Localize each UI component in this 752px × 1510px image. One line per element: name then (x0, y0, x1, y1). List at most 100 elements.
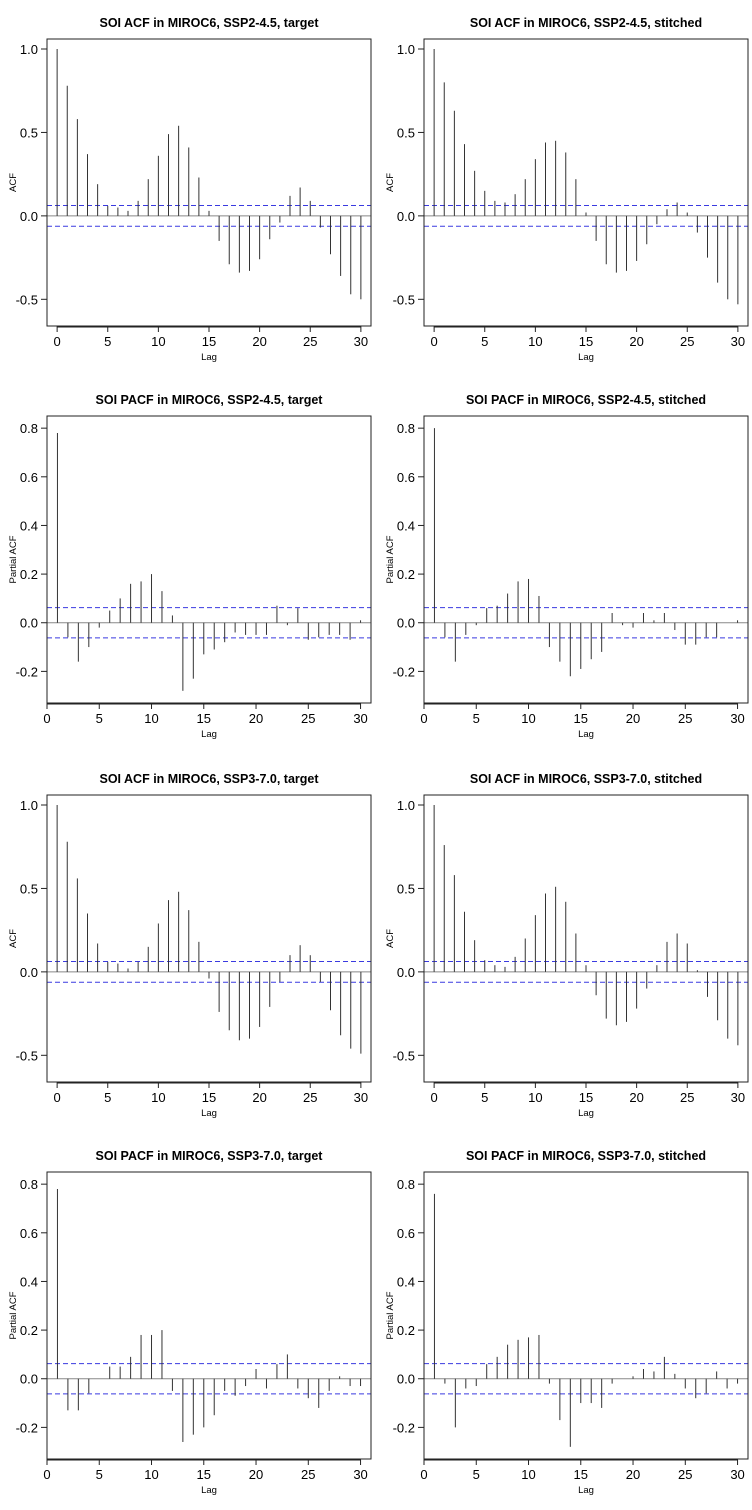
x-axis: 0 5 10 15 20 25 30 (420, 1459, 745, 1482)
plot-area (424, 49, 748, 305)
x-tick-label: 5 (481, 334, 488, 349)
y-axis-label: ACF (385, 173, 396, 192)
y-tick-label: 1.0 (20, 798, 38, 813)
y-tick-label: 0.4 (20, 518, 38, 533)
chart-panel-2: SOI ACF in MIROC6, SSP2-4.5, stitched 0 5 1… (385, 16, 749, 363)
plot-frame (46, 1171, 372, 1460)
chart-title: SOI ACF in MIROC6, SSP3-7.0, stitched (470, 772, 702, 786)
chart-title: SOI ACF in MIROC6, SSP3-7.0, target (99, 772, 319, 786)
y-tick-label: 0.0 (20, 209, 38, 224)
x-axis: 0 5 10 15 20 25 30 (431, 326, 745, 349)
y-tick-label: 0.5 (20, 881, 38, 896)
x-tick-label: 30 (353, 711, 367, 726)
chart-title: SOI ACF in MIROC6, SSP2-4.5, target (99, 16, 319, 30)
y-axis-label: Partial ACF (8, 1291, 19, 1339)
x-axis-label: Lag (578, 352, 594, 363)
x-tick-label: 30 (731, 1090, 745, 1105)
y-tick-label: -0.5 (393, 292, 415, 307)
chart-panel-7: SOI PACF in MIROC6, SSP3-7.0, target 0 5 10… (8, 1149, 372, 1496)
x-tick-label: 0 (54, 334, 61, 349)
y-tick-label: 0.0 (397, 1372, 415, 1387)
x-tick-label: 20 (629, 1090, 643, 1105)
chart-title: SOI PACF in MIROC6, SSP2-4.5, stitched (466, 393, 706, 407)
x-tick-label: 20 (249, 711, 263, 726)
chart-panel-3: SOI PACF in MIROC6, SSP2-4.5, target 0 5 10… (8, 393, 372, 740)
plot-area (424, 1193, 748, 1447)
y-axis-label: ACF (8, 929, 19, 948)
y-tick-label: -0.5 (393, 1048, 415, 1063)
x-tick-label: 10 (151, 334, 165, 349)
x-tick-label: 0 (43, 1467, 50, 1482)
y-tick-label: 0.2 (20, 567, 38, 582)
y-tick-label: 0.8 (397, 421, 415, 436)
x-tick-label: 20 (252, 1090, 266, 1105)
x-tick-label: 30 (354, 334, 368, 349)
x-axis: 0 5 10 15 20 25 30 (420, 703, 745, 726)
chart-panel-1: SOI ACF in MIROC6, SSP2-4.5, target 0 5 10 1… (8, 16, 372, 363)
x-tick-label: 0 (420, 711, 427, 726)
x-tick-label: 15 (574, 711, 588, 726)
plot-area (424, 805, 748, 1046)
plot-frame (46, 415, 372, 704)
y-axis: -0.2 0.0 0.2 0.4 0.6 0.8 (16, 421, 47, 679)
x-tick-label: 20 (252, 334, 266, 349)
x-tick-label: 5 (473, 1467, 480, 1482)
x-tick-label: 10 (528, 1090, 542, 1105)
y-tick-label: 1.0 (20, 42, 38, 57)
x-tick-label: 15 (197, 1467, 211, 1482)
y-tick-label: 0.8 (20, 421, 38, 436)
y-tick-label: 0.8 (20, 1177, 38, 1192)
plot-area (47, 433, 371, 691)
chart-title: SOI ACF in MIROC6, SSP2-4.5, stitched (470, 16, 702, 30)
y-axis: -0.2 0.0 0.2 0.4 0.6 0.8 (393, 1177, 424, 1435)
y-axis-label: ACF (8, 173, 19, 192)
x-tick-label: 5 (473, 711, 480, 726)
plot-frame (423, 415, 749, 704)
y-axis: -0.5 0.0 0.5 1.0 (16, 42, 47, 307)
y-tick-label: 0.2 (397, 1323, 415, 1338)
x-tick-label: 15 (574, 1467, 588, 1482)
x-tick-label: 25 (301, 1467, 315, 1482)
y-tick-label: 0.2 (397, 567, 415, 582)
y-tick-label: -0.5 (16, 292, 38, 307)
plot-area (47, 805, 371, 1054)
y-tick-label: 0.5 (397, 125, 415, 140)
plot-frame (46, 794, 372, 1083)
y-tick-label: -0.2 (393, 664, 415, 679)
x-tick-label: 10 (521, 711, 535, 726)
y-axis: -0.5 0.0 0.5 1.0 (393, 42, 424, 307)
y-tick-label: 0.8 (397, 1177, 415, 1192)
y-axis-label: Partial ACF (385, 1291, 396, 1339)
plot-frame (423, 794, 749, 1083)
y-tick-label: 0.0 (397, 616, 415, 631)
x-axis-label: Lag (201, 352, 217, 363)
x-tick-label: 0 (54, 1090, 61, 1105)
x-axis: 0 5 10 15 20 25 30 (431, 1082, 745, 1105)
y-tick-label: 0.4 (397, 1274, 415, 1289)
x-tick-label: 10 (144, 711, 158, 726)
y-tick-label: 0.4 (20, 1274, 38, 1289)
x-axis-label: Lag (578, 729, 594, 740)
y-tick-label: 0.5 (397, 881, 415, 896)
x-tick-label: 30 (731, 334, 745, 349)
y-tick-label: 0.0 (20, 965, 38, 980)
y-tick-label: 0.6 (20, 1226, 38, 1241)
x-tick-label: 0 (431, 1090, 438, 1105)
x-tick-label: 10 (528, 334, 542, 349)
chart-title: SOI PACF in MIROC6, SSP2-4.5, target (96, 393, 324, 407)
x-axis: 0 5 10 15 20 25 30 (54, 1082, 368, 1105)
y-tick-label: 0.6 (20, 470, 38, 485)
x-tick-label: 25 (678, 711, 692, 726)
x-axis: 0 5 10 15 20 25 30 (43, 703, 368, 726)
y-tick-label: 0.0 (397, 965, 415, 980)
y-tick-label: -0.2 (16, 664, 38, 679)
x-axis-label: Lag (201, 729, 217, 740)
x-tick-label: 20 (629, 334, 643, 349)
x-axis-label: Lag (201, 1108, 217, 1119)
chart-panel-6: SOI ACF in MIROC6, SSP3-7.0, stitched 0 5 1… (385, 772, 749, 1119)
chart-title: SOI PACF in MIROC6, SSP3-7.0, target (96, 1149, 324, 1163)
y-tick-label: 0.4 (397, 518, 415, 533)
x-tick-label: 0 (43, 711, 50, 726)
x-tick-label: 25 (303, 334, 317, 349)
